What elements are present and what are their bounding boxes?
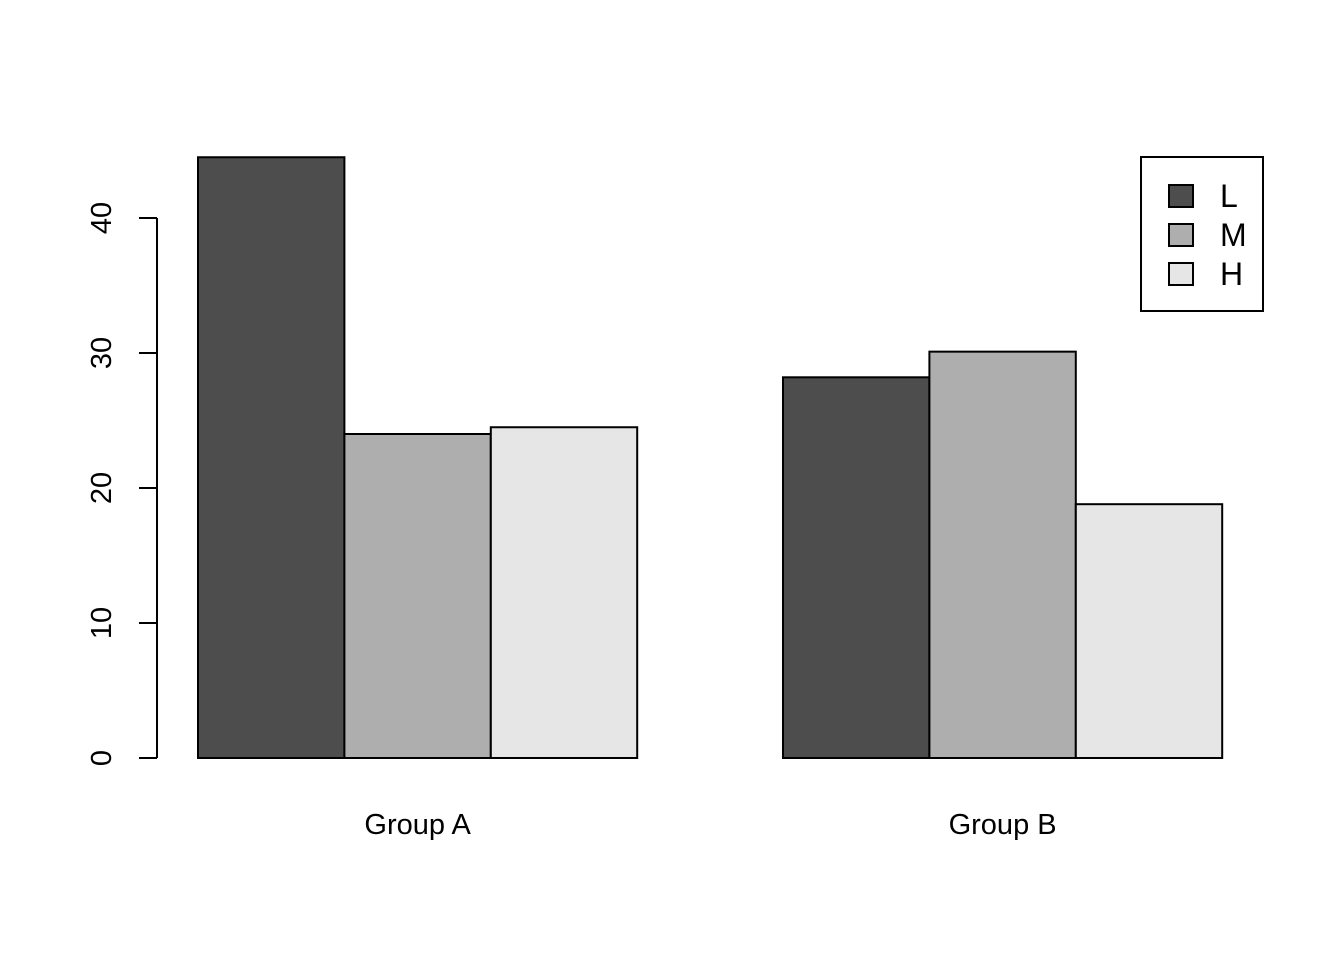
- category-label: Group A: [364, 809, 471, 841]
- bar-m: [343, 433, 492, 759]
- legend-box: [1140, 156, 1264, 312]
- y-tick-label: 0: [86, 750, 118, 766]
- category-label: Group B: [949, 809, 1057, 841]
- bars: [197, 156, 1224, 760]
- category-labels: Group A Group B: [364, 809, 1056, 841]
- legend-swatch-l: [1168, 184, 1194, 208]
- legend-label: M: [1220, 217, 1247, 253]
- legend-label: L: [1220, 178, 1238, 214]
- y-tick-label: 20: [86, 472, 118, 504]
- bar-l: [197, 156, 346, 759]
- bar-h: [1074, 503, 1224, 760]
- y-tick-label: 10: [86, 607, 118, 639]
- legend-label: H: [1220, 256, 1243, 292]
- bar-h: [489, 426, 639, 759]
- legend-swatch-m: [1168, 223, 1194, 247]
- bar-l: [782, 376, 931, 759]
- y-tick-label: 30: [86, 337, 118, 369]
- bar-m: [928, 350, 1077, 759]
- legend: LMH: [1140, 156, 1264, 312]
- legend-swatch-h: [1168, 262, 1194, 286]
- y-tick-label: 40: [86, 202, 118, 234]
- y-axis: 0 10 20 30 40: [86, 202, 158, 766]
